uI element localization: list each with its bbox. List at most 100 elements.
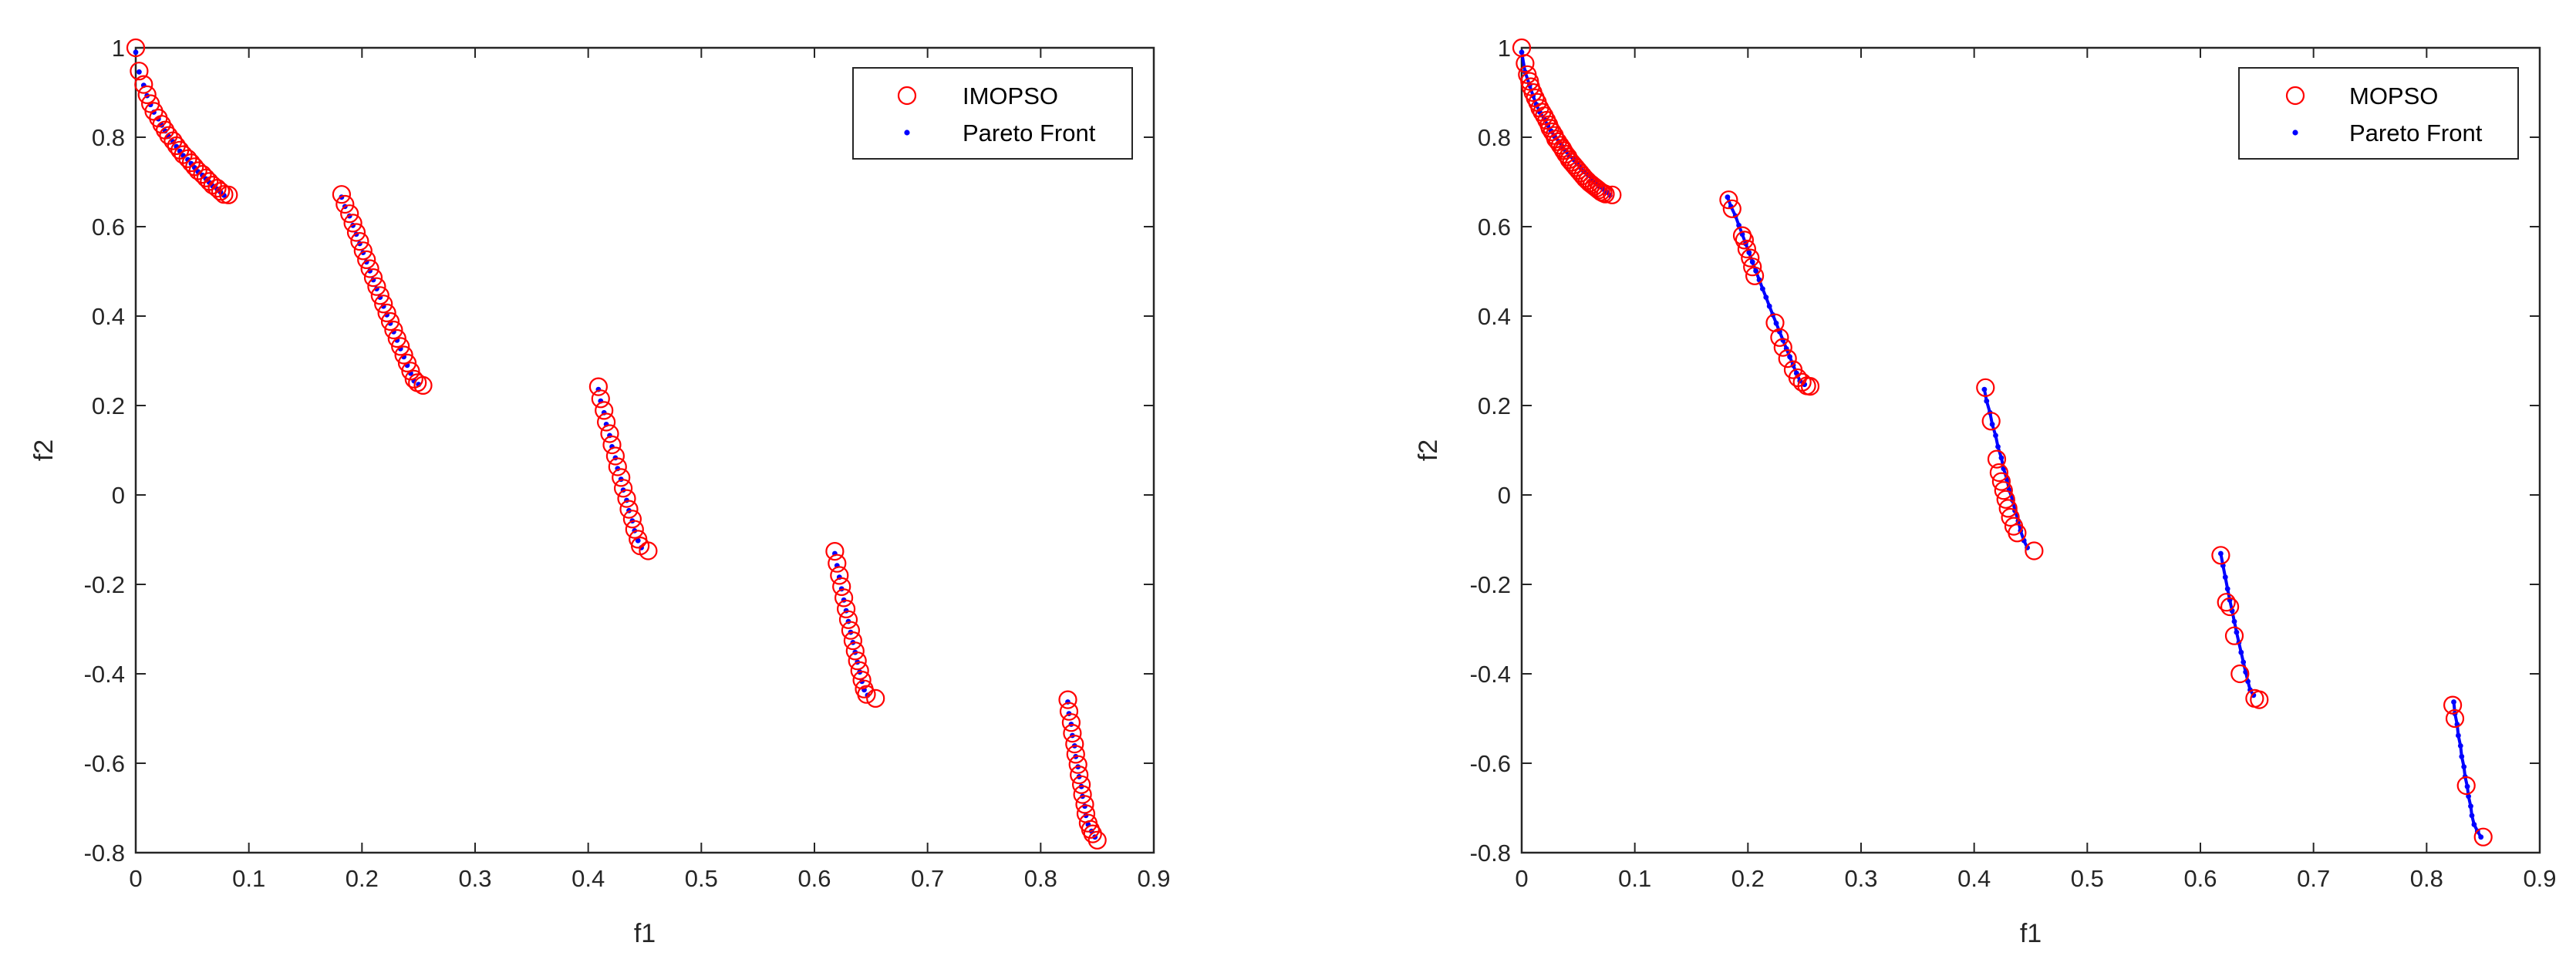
imopso-point	[350, 232, 369, 251]
imopso-point	[857, 685, 876, 704]
y-tick-label: 0.8	[1478, 124, 1511, 151]
imopso-point	[335, 194, 355, 214]
imopso-point	[367, 277, 386, 296]
mopso-point	[1981, 412, 2001, 431]
imopso-point	[843, 631, 863, 651]
mopso-point	[1989, 463, 2008, 483]
plot-area-frame	[1520, 46, 2541, 854]
imopso-point	[332, 185, 351, 204]
mopso-point	[2217, 593, 2236, 612]
x-tick-label: 0.9	[1137, 865, 1170, 892]
mopso-point	[1778, 349, 1797, 369]
mopso-point	[1596, 184, 1615, 204]
x-tick-label: 0.3	[458, 865, 491, 892]
y-tick-label: -0.8	[1470, 840, 1511, 867]
mopso-point	[2025, 541, 2044, 560]
x-tick-label: 0.5	[685, 865, 718, 892]
imopso-point	[401, 362, 420, 381]
mopso-point	[1976, 378, 1995, 397]
x-tick-label: 0.9	[2523, 865, 2556, 892]
y-axis-label: f2	[1414, 439, 1443, 461]
pareto-front-point	[2469, 813, 2475, 819]
imopso-point	[370, 286, 389, 305]
y-tick-label: 0.2	[1478, 392, 1511, 419]
x-tick-label: 0.7	[911, 865, 944, 892]
mopso-point	[1737, 239, 1756, 259]
left-plot: 0 0.1 0.2 0.3 0.4 0.5 0.6 0.7 0.8 0.9 -0.8-0.6-0.…	[29, 35, 1171, 948]
x-tick-labels: 0 0.1 0.2 0.3 0.4 0.5 0.6 0.7 0.8 0.9	[129, 865, 1170, 892]
imopso-point	[346, 223, 366, 242]
y-tick-label: 1	[112, 35, 125, 62]
legend-label-mopso: MOPSO	[2349, 82, 2438, 109]
imopso-point	[605, 446, 625, 466]
imopso-point	[617, 489, 636, 508]
x-tick-label: 0.5	[2071, 865, 2104, 892]
imopso-point	[1058, 690, 1077, 709]
imopso-point	[193, 165, 212, 184]
legend: IMOPSO Pareto Front	[852, 67, 1133, 160]
y-tick-label: -0.6	[84, 750, 125, 777]
x-tick-label: 0.4	[572, 865, 605, 892]
mopso-point	[1773, 338, 1792, 357]
mopso-point	[2220, 597, 2240, 617]
imopso-point	[832, 577, 851, 597]
mopso-point	[1603, 185, 1622, 204]
y-tick-label: -0.6	[1470, 750, 1511, 777]
imopso-point	[137, 85, 157, 105]
y-tick-label: -0.8	[84, 840, 125, 867]
imopso-point	[413, 375, 433, 395]
pareto-front-point	[2222, 574, 2228, 581]
imopso-point	[1075, 795, 1094, 814]
axis-ticks	[135, 47, 1155, 853]
x-tick-label: 0.3	[1844, 865, 1877, 892]
x-tick-label: 0.1	[1618, 865, 1651, 892]
legend-box	[852, 67, 1133, 160]
legend-box	[2238, 67, 2519, 160]
imopso-point	[391, 337, 410, 356]
imopso-point	[841, 621, 861, 640]
imopso-point	[1066, 745, 1085, 764]
imopso-point	[353, 241, 373, 261]
mopso-point	[1994, 481, 2013, 500]
mopso-point	[2008, 523, 2027, 543]
pareto-front-point	[1993, 433, 1998, 439]
imopso-point	[836, 599, 856, 619]
pareto-front-point	[2238, 649, 2244, 655]
imopso-point	[602, 435, 622, 455]
x-tick-label: 0.2	[1731, 865, 1765, 892]
pareto-front-point	[2468, 803, 2473, 809]
x-tick-label: 0	[129, 865, 142, 892]
pareto-front-point	[1981, 386, 1988, 392]
imopso-point	[825, 541, 845, 561]
imopso-point	[357, 250, 376, 269]
imopso-point	[639, 541, 658, 560]
imopso-point	[384, 320, 403, 340]
x-tick-label: 0.7	[2297, 865, 2330, 892]
imopso-point	[340, 204, 359, 224]
pareto-front-point	[2478, 834, 2484, 840]
mopso-point	[1741, 248, 1760, 268]
pareto-front-point	[1984, 398, 1990, 404]
imopso-point	[588, 377, 609, 396]
pareto-front-point	[2241, 659, 2247, 665]
pareto-front-point	[1749, 259, 1755, 265]
pareto-front-point	[2466, 793, 2472, 799]
legend-label-pareto-front: Pareto Front	[2349, 119, 2483, 146]
mopso-point	[1516, 54, 1535, 73]
mopso-point	[1996, 490, 2015, 509]
legend-marker-pareto-front	[2292, 130, 2298, 136]
pareto-front-point	[2231, 618, 2237, 624]
x-tick-label: 0.8	[2410, 865, 2443, 892]
right-plot: 0 0.1 0.2 0.3 0.4 0.5 0.6 0.7 0.8 0.9 -0.8-0.6-0.…	[1414, 35, 2557, 948]
x-tick-label: 0.6	[797, 865, 831, 892]
x-tick-label: 0.2	[346, 865, 379, 892]
y-tick-label: 0.6	[92, 214, 125, 241]
imopso-point	[830, 566, 849, 585]
imopso-point	[850, 661, 869, 681]
legend-marker-imopso	[897, 86, 917, 106]
pareto-front-point	[2218, 550, 2224, 557]
pareto-front-point	[1995, 444, 2001, 449]
pareto-front-point	[1763, 295, 1769, 300]
imopso-point	[1059, 702, 1079, 721]
